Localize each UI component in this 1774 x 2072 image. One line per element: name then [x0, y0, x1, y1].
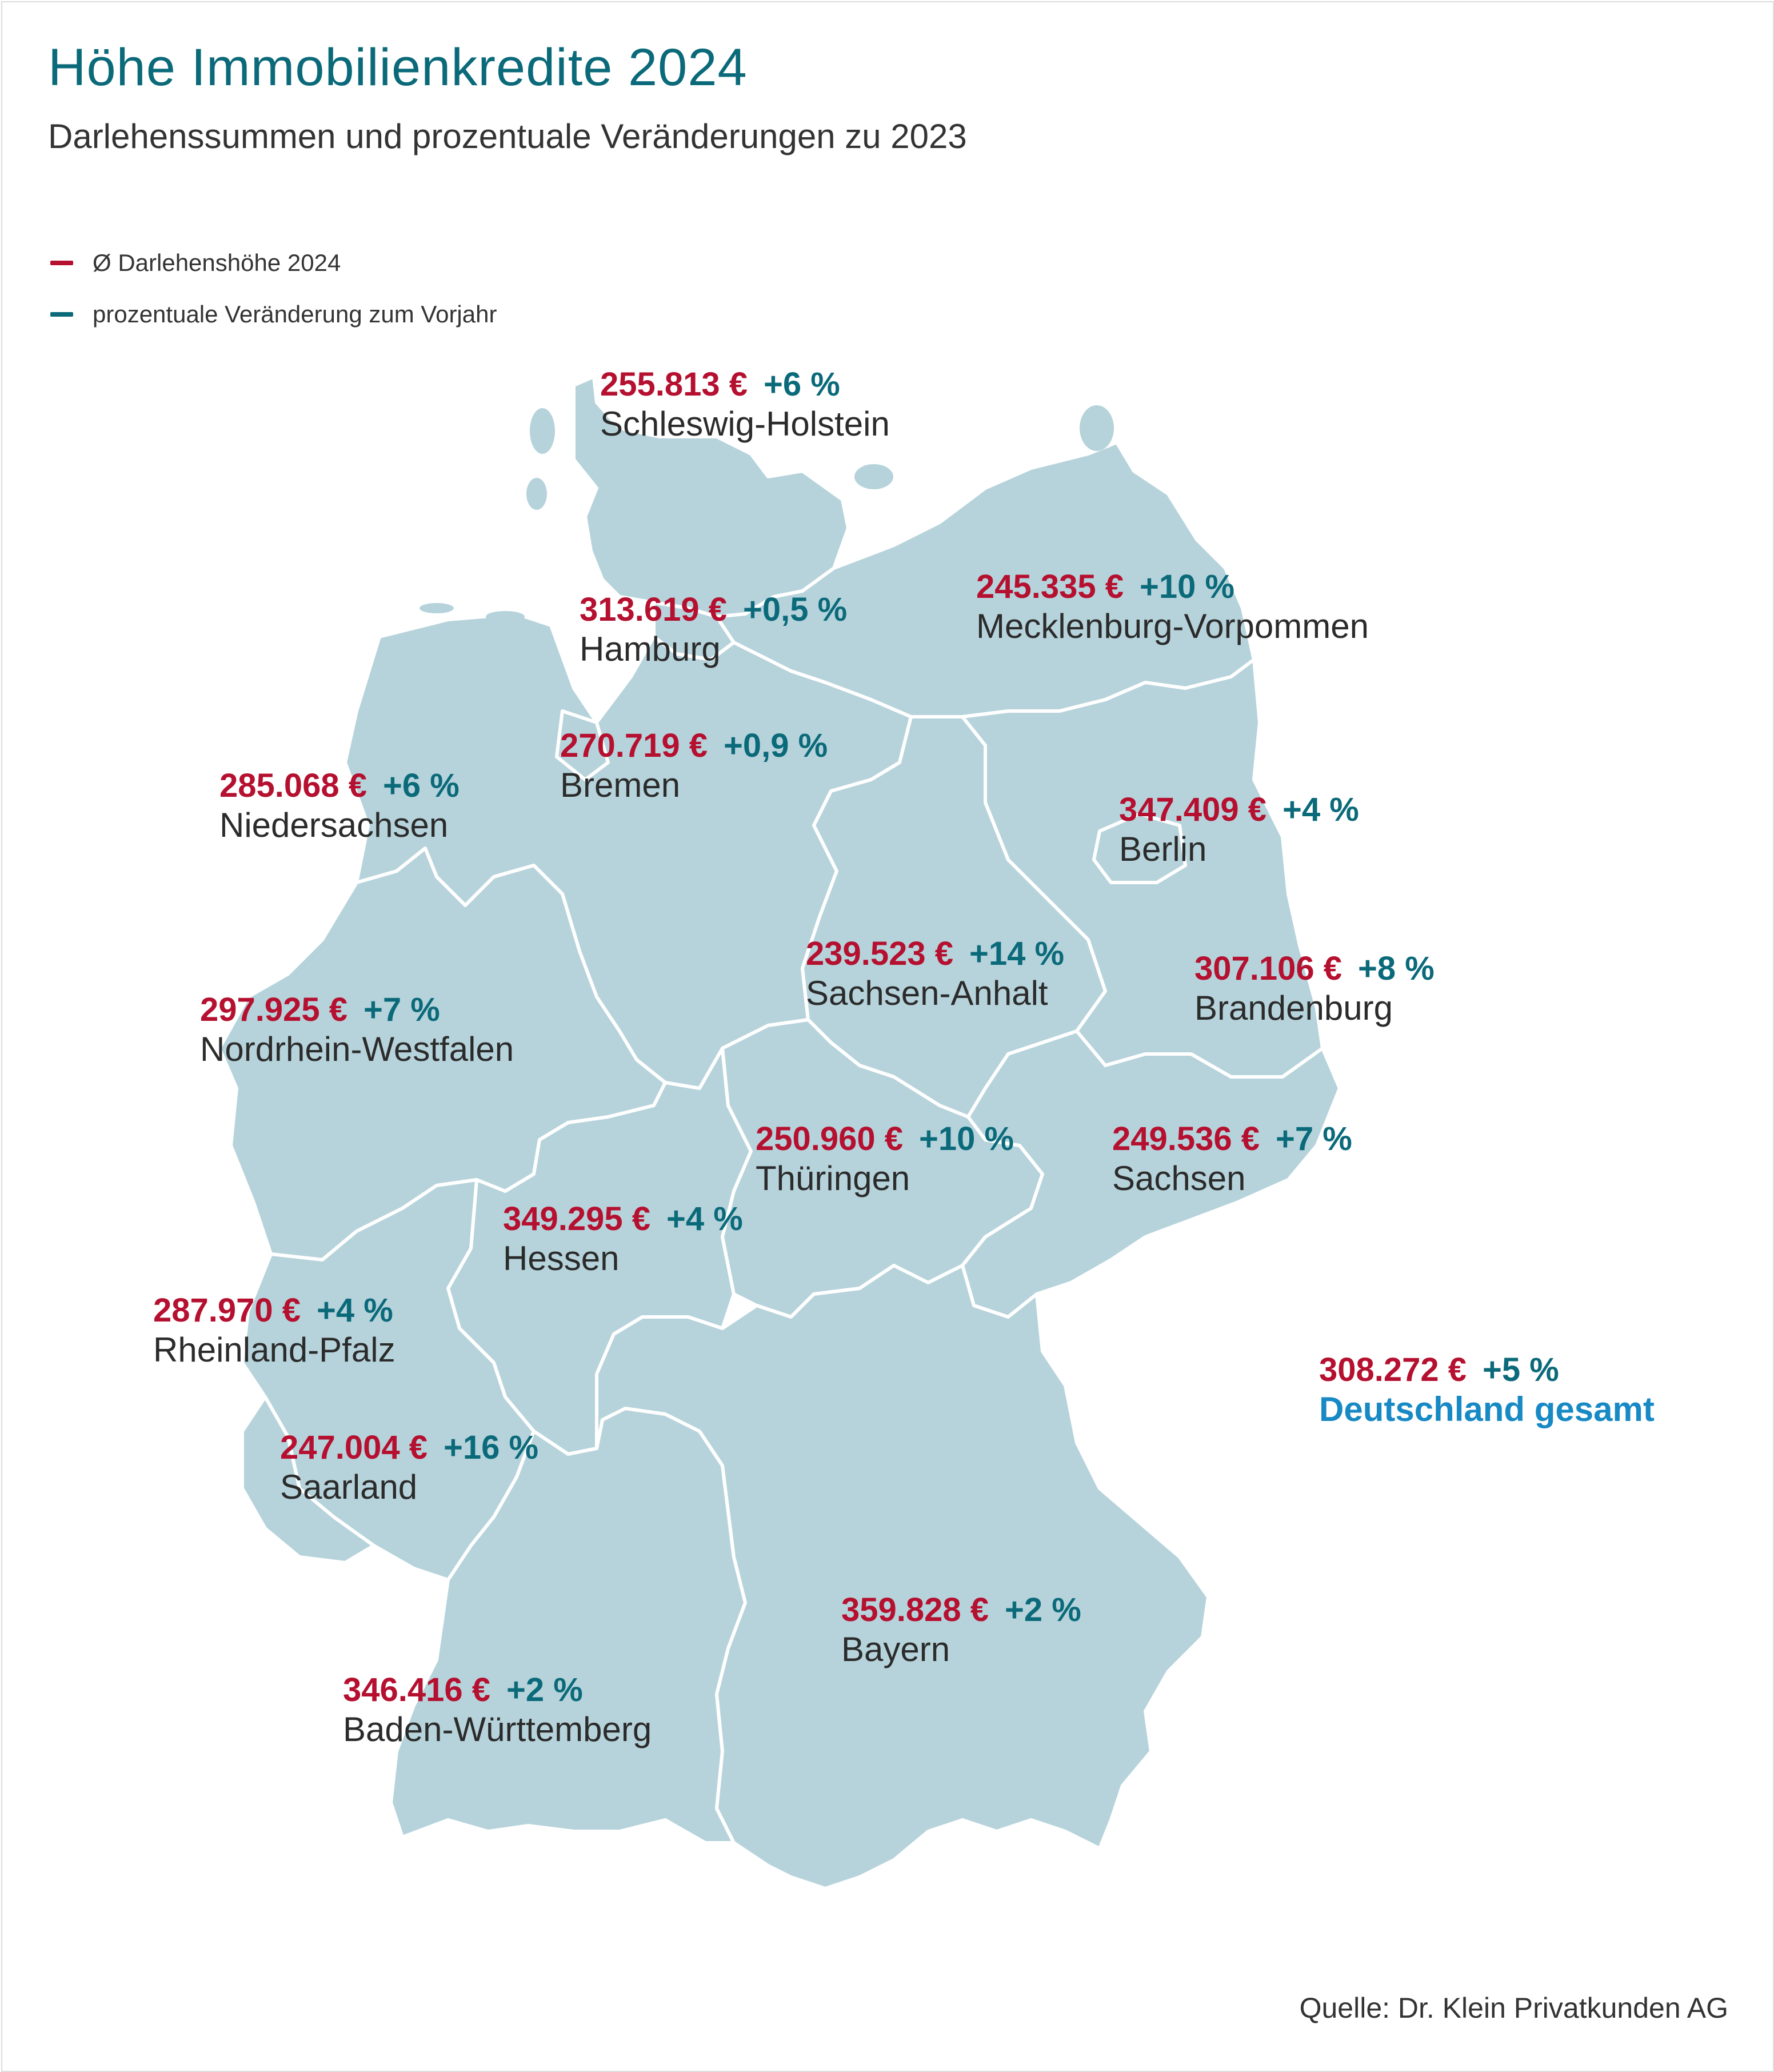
change: +2 %	[506, 1671, 583, 1708]
label-sachsen-anhalt: 239.523 € +14 % Sachsen-Anhalt	[806, 935, 1064, 1013]
state-berlin	[1092, 812, 1187, 884]
state-saarland	[241, 1395, 375, 1564]
change: +4 %	[666, 1200, 743, 1237]
page-subtitle: Darlehenssummen und prozentuale Veränder…	[48, 117, 967, 155]
change: +8 %	[1358, 950, 1435, 987]
label-berlin: 347.409 € +4 % Berlin	[1119, 791, 1359, 869]
change: +0,9 %	[724, 727, 828, 764]
change: +6 %	[383, 767, 460, 804]
change: +10 %	[1140, 568, 1235, 605]
state-name: Niedersachsen	[219, 805, 449, 844]
legend-item-amount: Ø Darlehenshöhe 2024	[50, 246, 341, 280]
state-name: Bayern	[841, 1630, 950, 1668]
total-name: Deutschland gesamt	[1319, 1390, 1655, 1428]
label-saarland: 247.004 € +16 % Saarland	[280, 1429, 538, 1507]
state-name: Saarland	[280, 1467, 418, 1506]
state-name: Brandenburg	[1194, 988, 1393, 1027]
amount: 270.719 €	[560, 727, 708, 764]
state-name: Hessen	[503, 1239, 620, 1277]
state-name: Schleswig-Holstein	[600, 404, 890, 443]
amount: 255.813 €	[600, 366, 748, 403]
change: +0,5 %	[743, 591, 848, 628]
amount: 247.004 €	[280, 1429, 428, 1466]
state-name: Bremen	[560, 765, 681, 804]
change: +2 %	[1005, 1591, 1081, 1628]
label-hessen: 349.295 € +4 % Hessen	[503, 1200, 743, 1278]
change: +4 %	[317, 1292, 393, 1329]
islands	[419, 405, 1114, 622]
legend-item-change: prozentuale Veränderung zum Vorjahr	[50, 297, 497, 332]
source-note: Quelle: Dr. Klein Privatkunden AG	[1299, 1992, 1728, 2024]
state-name: Sachsen	[1112, 1159, 1246, 1197]
amount: 307.106 €	[1194, 950, 1343, 987]
state-name: Rheinland-Pfalz	[153, 1330, 395, 1369]
change: +14 %	[969, 935, 1065, 972]
amount: 313.619 €	[580, 591, 728, 628]
total-amount: 308.272 €	[1319, 1351, 1467, 1388]
state-name: Mecklenburg-Vorpommen	[976, 606, 1369, 645]
state-name: Berlin	[1119, 829, 1207, 868]
label-thueringen: 250.960 € +10 % Thüringen	[756, 1120, 1014, 1198]
legend-label-change: prozentuale Veränderung zum Vorjahr	[93, 301, 497, 328]
page-title: Höhe Immobilienkredite 2024	[48, 38, 748, 97]
label-schleswig-holstein: 255.813 € +6 % Schleswig-Holstein	[600, 366, 890, 444]
label-niedersachsen: 285.068 € +6 % Niedersachsen	[219, 767, 460, 845]
state-name: Nordrhein-Westfalen	[200, 1029, 514, 1068]
legend-label-amount: Ø Darlehenshöhe 2024	[93, 249, 341, 276]
amount: 239.523 €	[806, 935, 954, 972]
amount: 250.960 €	[756, 1120, 904, 1157]
label-hamburg: 313.619 € +0,5 % Hamburg	[580, 591, 847, 669]
total-change: +5 %	[1483, 1351, 1559, 1388]
amount: 359.828 €	[841, 1591, 989, 1628]
change: +4 %	[1282, 791, 1359, 828]
state-name: Hamburg	[580, 629, 721, 668]
state-name: Baden-Württemberg	[343, 1710, 652, 1748]
amount: 297.925 €	[200, 991, 348, 1028]
amount: 285.068 €	[219, 767, 367, 804]
amount: 347.409 €	[1119, 791, 1267, 828]
state-bayern	[595, 1264, 1210, 1890]
label-mecklenburg-vorpommen: 245.335 € +10 % Mecklenburg-Vorpommen	[976, 568, 1369, 646]
state-name: Sachsen-Anhalt	[806, 973, 1048, 1012]
amount: 346.416 €	[343, 1671, 491, 1708]
change: +10 %	[919, 1120, 1014, 1157]
label-bayern: 359.828 € +2 % Bayern	[841, 1591, 1081, 1669]
label-nordrhein-westfalen: 297.925 € +7 % Nordrhein-Westfalen	[200, 991, 514, 1069]
label-deutschland-gesamt: 308.272 € +5 % Deutschland gesamt	[1319, 1351, 1655, 1429]
legend-swatch-change	[50, 312, 73, 317]
amount: 287.970 €	[153, 1292, 301, 1329]
change: +7 %	[1276, 1120, 1352, 1157]
state-bremen	[555, 709, 610, 781]
label-rheinland-pfalz: 287.970 € +4 % Rheinland-Pfalz	[153, 1292, 395, 1370]
change: +6 %	[764, 366, 840, 403]
label-sachsen: 249.536 € +7 % Sachsen	[1112, 1120, 1352, 1198]
label-brandenburg: 307.106 € +8 % Brandenburg	[1194, 950, 1435, 1028]
change: +7 %	[363, 991, 440, 1028]
label-bremen: 270.719 € +0,9 % Bremen	[560, 727, 828, 805]
amount: 349.295 €	[503, 1200, 651, 1237]
state-name: Thüringen	[756, 1159, 910, 1197]
legend-swatch-amount	[50, 261, 73, 265]
state-sachsen	[961, 1029, 1341, 1319]
amount: 245.335 €	[976, 568, 1124, 605]
label-baden-wuerttemberg: 346.416 € +2 % Baden-Württemberg	[343, 1671, 652, 1749]
change: +16 %	[444, 1429, 539, 1466]
amount: 249.536 €	[1112, 1120, 1260, 1157]
